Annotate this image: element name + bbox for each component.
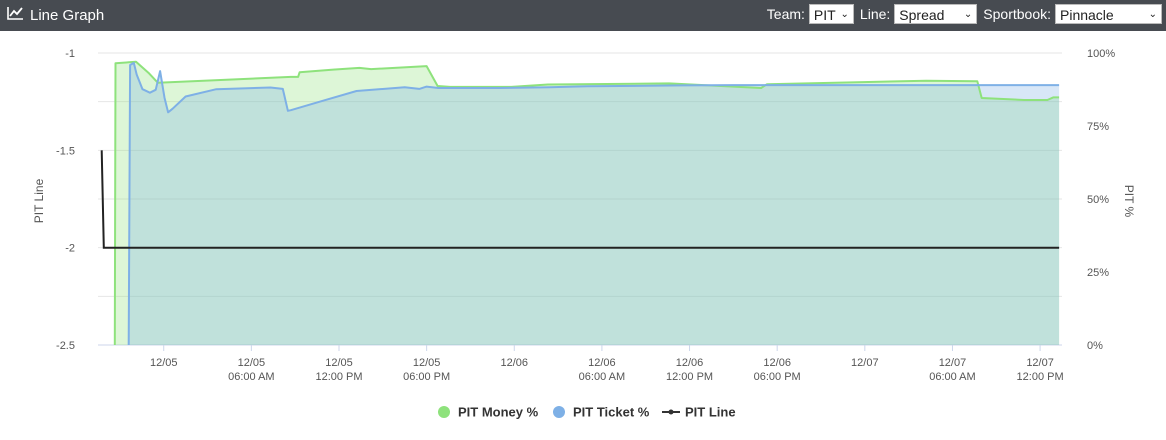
y-left-tick-label: -1.5 xyxy=(56,145,75,157)
sportbook-label: Sportbook: xyxy=(983,6,1051,22)
x-tick-label: 12/07 xyxy=(939,357,967,369)
y-right-tick-label: 50% xyxy=(1087,194,1109,206)
line-chart-icon xyxy=(7,6,24,25)
legend-item-money[interactable]: PIT Money % xyxy=(438,405,539,420)
chart-controls: Team: PIT ⌄ Line: Spread ⌄ Sportbook: Pi… xyxy=(767,4,1162,24)
x-tick-label: 12/06 xyxy=(501,357,529,369)
y-right-tick-label: 100% xyxy=(1087,48,1115,60)
legend-line-label: PIT Line xyxy=(685,405,736,420)
x-tick-sublabel: 06:00 AM xyxy=(228,371,274,383)
line-label: Line: xyxy=(859,6,891,22)
x-tick-sublabel: 12:00 PM xyxy=(1017,371,1064,383)
legend-ticket-marker xyxy=(553,406,565,418)
team-select[interactable]: PIT ⌄ xyxy=(808,4,854,24)
line-select[interactable]: Spread ⌄ xyxy=(894,4,978,24)
series-lines xyxy=(100,60,1060,346)
x-tick-label: 12/05 xyxy=(150,357,178,369)
line-chart: -1 -1.5 -2 -2.5 100% 75% 50% 25% 0% 12/05 12/05 0… xyxy=(32,48,1136,420)
x-tick-label: 12/06 xyxy=(588,357,616,369)
x-tick-label: 12/06 xyxy=(763,357,791,369)
y-axis-left-title: PIT Line xyxy=(32,178,46,223)
legend-item-ticket[interactable]: PIT Ticket % xyxy=(553,405,650,420)
team-label: Team: xyxy=(766,6,805,22)
sportbook-select-value: Pinnacle xyxy=(1060,7,1114,23)
title-wrap: Line Graph xyxy=(7,6,104,25)
x-tick-sublabel: 12:00 PM xyxy=(315,371,362,383)
chart-legend: PIT Money % PIT Ticket % PIT Line xyxy=(438,405,736,420)
x-tick-label: 12/07 xyxy=(851,357,879,369)
x-tick-sublabel: 06:00 AM xyxy=(929,371,975,383)
x-axis: 12/05 12/05 06:00 AM 12/05 12:00 PM 12/05 06:0… xyxy=(150,345,1064,383)
legend-money-marker xyxy=(438,406,450,418)
series-line-pit-money xyxy=(113,60,1060,346)
y-left-tick-label: -2 xyxy=(65,243,75,255)
x-tick-label: 12/05 xyxy=(325,357,353,369)
series-area-pit-ticket xyxy=(128,62,1060,346)
series-areas xyxy=(114,61,1060,346)
legend-item-line[interactable]: PIT Line xyxy=(662,405,736,420)
legend-ticket-label: PIT Ticket % xyxy=(573,405,650,420)
y-right-tick-label: 75% xyxy=(1087,121,1109,133)
y-right-tick-label: 25% xyxy=(1087,267,1109,279)
chart-header: Line Graph Team: PIT ⌄ Line: Spread ⌄ Sp… xyxy=(0,0,1166,31)
sportbook-select[interactable]: Pinnacle ⌄ xyxy=(1055,4,1162,24)
x-tick-label: 12/07 xyxy=(1026,357,1054,369)
chevron-down-icon: ⌄ xyxy=(1148,9,1157,20)
series-line-pit-line xyxy=(100,150,1060,249)
y-left-tick-label: -1 xyxy=(65,48,75,60)
x-tick-sublabel: 06:00 AM xyxy=(579,371,625,383)
team-select-value: PIT xyxy=(813,7,836,23)
series-line-pit-ticket xyxy=(127,61,1060,346)
legend-line-dot xyxy=(668,409,674,415)
x-tick-label: 12/05 xyxy=(413,357,441,369)
y-right-tick-label: 0% xyxy=(1087,340,1103,352)
series-area-pit-money xyxy=(114,61,1060,346)
y-axis-right-title: PIT % xyxy=(1122,185,1136,218)
page-title: Line Graph xyxy=(30,7,105,24)
y-left-tick-label: -2.5 xyxy=(56,340,75,352)
chevron-down-icon: ⌄ xyxy=(840,9,849,20)
y-axis-right: 100% 75% 50% 25% 0% xyxy=(1087,48,1115,352)
x-tick-label: 12/05 xyxy=(238,357,266,369)
x-tick-sublabel: 12:00 PM xyxy=(666,371,713,383)
y-axis-left: -1 -1.5 -2 -2.5 xyxy=(56,48,75,352)
line-select-value: Spread xyxy=(899,7,945,23)
x-tick-label: 12/06 xyxy=(676,357,704,369)
x-tick-sublabel: 06:00 PM xyxy=(754,371,801,383)
legend-money-label: PIT Money % xyxy=(458,405,539,420)
x-tick-sublabel: 06:00 PM xyxy=(403,371,450,383)
chevron-down-icon: ⌄ xyxy=(963,9,973,20)
